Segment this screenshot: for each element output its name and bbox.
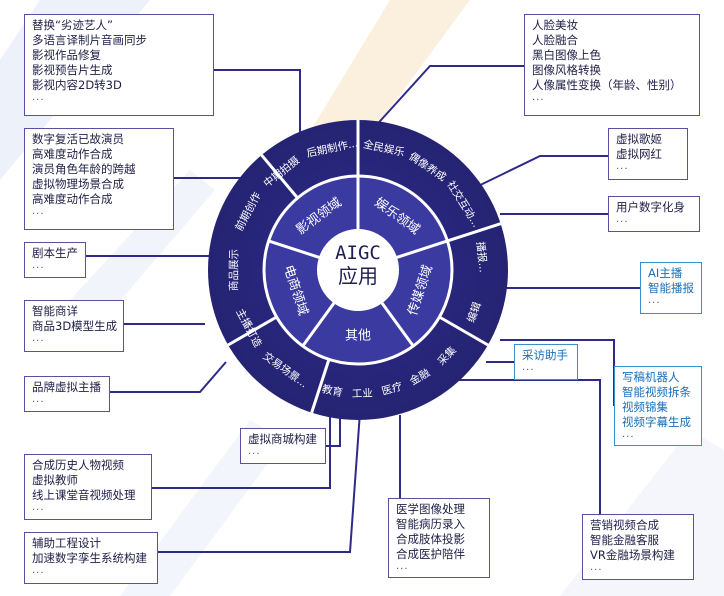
- box-line: 影视作品修复: [32, 48, 101, 62]
- box-line: 辅助工程设计: [32, 536, 101, 550]
- more-ellipsis: ...: [32, 333, 45, 344]
- ring-divider: [260, 154, 299, 199]
- center-disc: [317, 229, 399, 311]
- box-line: 影视内容2D转3D: [32, 78, 122, 92]
- box-line: 图像风格转换: [532, 63, 601, 77]
- ring-label: 医疗: [380, 379, 404, 397]
- box-line: VR金融场景构建: [590, 548, 675, 562]
- more-ellipsis: ...: [32, 206, 45, 217]
- box-line: 影视预告片生成: [32, 63, 113, 77]
- more-ellipsis: ...: [590, 562, 603, 573]
- user-avatar-box: 用户数字化身 ...: [608, 196, 700, 232]
- more-ellipsis: ...: [616, 214, 629, 225]
- finance-box: 营销视频合成 智能金融客服 VR金融场景构建 ...: [582, 514, 694, 580]
- box-line: 智能金融客服: [590, 533, 659, 547]
- ring-label: 播报...: [474, 241, 490, 273]
- industry-box: 辅助工程设计 加速数字孪生系统构建 ...: [24, 532, 158, 584]
- box-line: 采访助手: [522, 348, 568, 362]
- education-box: 合成历史人物视频 虚拟教师 线上课堂音视频处理 ...: [24, 454, 152, 520]
- ring-divider: [227, 315, 278, 347]
- more-ellipsis: ...: [32, 394, 45, 405]
- sector-divider: [268, 239, 321, 260]
- box-line: 视频字幕生成: [622, 415, 691, 429]
- more-ellipsis: ...: [32, 565, 45, 576]
- interview-assistant-box: 采访助手 ...: [514, 344, 578, 380]
- brand-virtual-host-box: 品牌虚拟主播 ...: [24, 376, 110, 412]
- box-line: 虚拟教师: [32, 473, 78, 487]
- box-line: 智能播报: [648, 281, 694, 295]
- box-line: 智能病历录入: [396, 517, 465, 531]
- center-label: AIGC 应用: [324, 242, 392, 288]
- box-line: 营销视频合成: [590, 518, 659, 532]
- media-editing-box: 写稿机器人 智能视频拆条 视频锦集 视频字幕生成 ...: [614, 366, 702, 446]
- box-line: 剧本生产: [32, 246, 78, 260]
- box-line: AI主播: [648, 266, 683, 280]
- box-line: 智能商详: [32, 304, 78, 318]
- box-line: 品牌虚拟主播: [32, 380, 101, 394]
- more-ellipsis: ...: [32, 92, 45, 103]
- entertainment-image-box: 人脸美妆 人脸融合 黑白图像上色 图像风格转换 人像属性变换（年龄、性别） ..…: [524, 14, 700, 116]
- box-line: 医学图像处理: [396, 502, 465, 516]
- box-line: 数字复活已故演员: [32, 132, 124, 146]
- box-line: 替换“劣迹艺人”: [32, 18, 113, 32]
- box-line: 人脸融合: [532, 33, 578, 47]
- box-line: 智能视频拆条: [622, 385, 691, 399]
- ring-divider: [446, 222, 502, 243]
- box-line: 合成肢体投影: [396, 532, 465, 546]
- box-line: 合成历史人物视频: [32, 458, 124, 472]
- box-line: 合成医护陪伴: [396, 547, 465, 561]
- sector-label: 其他: [345, 329, 371, 344]
- sector-divider: [301, 301, 336, 347]
- box-line: 写稿机器人: [622, 370, 680, 384]
- more-ellipsis: ...: [522, 362, 535, 373]
- more-ellipsis: ...: [248, 446, 261, 457]
- center-title: AIGC: [335, 242, 381, 264]
- box-line: 商品3D模型生成: [32, 319, 118, 333]
- box-line: 演员角色年龄的跨越: [32, 162, 136, 176]
- box-line: 加速数字孪生系统构建: [32, 551, 147, 565]
- ai-anchor-box: AI主播 智能播报 ...: [640, 262, 702, 314]
- box-line: 人像属性变换（年龄、性别）: [532, 78, 682, 92]
- film-shooting-box: 数字复活已故演员 高难度动作合成 演员角色年龄的跨越 虚拟物理场景合成 高难度动…: [24, 128, 174, 230]
- ring-divider: [438, 315, 489, 347]
- film-post-production-box: 替换“劣迹艺人” 多语言译制片音画同步 影视作品修复 影视预告片生成 影视内容2…: [24, 14, 214, 116]
- ring-label: 工业: [352, 388, 373, 401]
- box-line: 视频锦集: [622, 400, 668, 414]
- box-line: 用户数字化身: [616, 200, 685, 214]
- box-line: 虚拟物理场景合成: [32, 177, 124, 191]
- more-ellipsis: ...: [622, 429, 635, 440]
- box-line: 黑白图像上色: [532, 48, 601, 62]
- more-ellipsis: ...: [616, 161, 629, 172]
- more-ellipsis: ...: [32, 502, 45, 513]
- ring-label: 教育: [321, 382, 344, 399]
- box-line: 虚拟网红: [616, 147, 662, 161]
- virtual-idol-box: 虚拟歌姬 虚拟网红 ...: [608, 128, 688, 180]
- more-ellipsis: ...: [32, 260, 45, 271]
- box-line: 高难度动作合成: [32, 192, 113, 206]
- sector-divider: [380, 301, 415, 347]
- box-line: 人脸美妆: [532, 18, 578, 32]
- center-subtitle: 应用: [338, 264, 378, 288]
- ring-label: 商品展示: [227, 249, 240, 291]
- box-line: 多语言译制片音画同步: [32, 33, 147, 47]
- virtual-mall-box: 虚拟商城构建 ...: [240, 428, 326, 464]
- ecommerce-product-box: 智能商详 商品3D模型生成 ...: [24, 300, 124, 352]
- medical-box: 医学图像处理 智能病历录入 合成肢体投影 合成医护陪伴 ...: [388, 498, 490, 578]
- sector-divider: [395, 239, 448, 260]
- more-ellipsis: ...: [532, 92, 545, 103]
- box-line: 高难度动作合成: [32, 147, 113, 161]
- box-line: 虚拟商城构建: [248, 432, 317, 446]
- more-ellipsis: ...: [648, 295, 661, 306]
- more-ellipsis: ...: [396, 561, 409, 572]
- script-production-box: 剧本生产 ...: [24, 242, 86, 278]
- box-line: 虚拟歌姬: [616, 132, 662, 146]
- box-line: 线上课堂音视频处理: [32, 488, 136, 502]
- ring-divider: [310, 358, 331, 414]
